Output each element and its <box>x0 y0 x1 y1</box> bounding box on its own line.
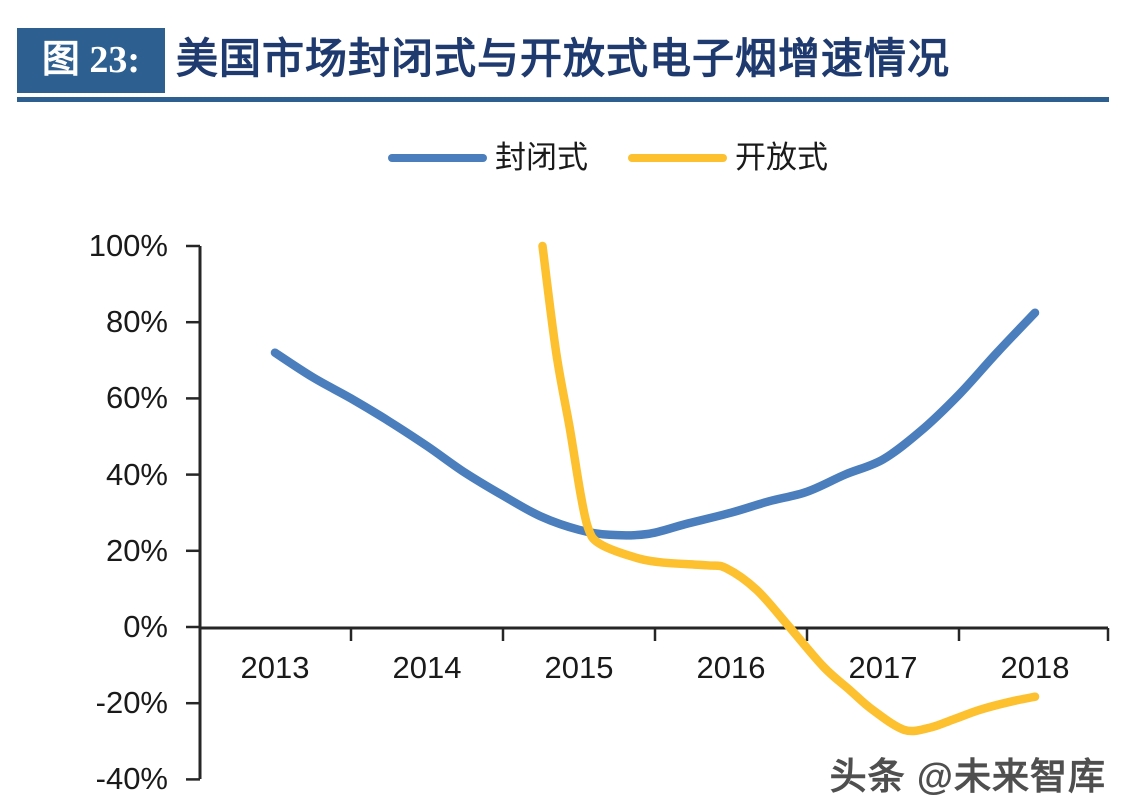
x-tick-label: 2015 <box>544 650 614 685</box>
figure-number-badge: 图 23: <box>17 28 165 93</box>
series-line-open <box>538 241 1040 736</box>
figure-title: 美国市场封闭式与开放式电子烟增速情况 <box>176 37 951 83</box>
y-tick-label: 100% <box>88 228 168 263</box>
y-tick-label: -20% <box>95 685 168 720</box>
y-tick-label: 40% <box>105 457 168 492</box>
y-tick-label: 80% <box>105 304 168 339</box>
series-line-closed <box>270 308 1040 540</box>
header-underline <box>17 97 1109 102</box>
legend-swatch-closed <box>388 154 487 162</box>
x-tick-label: 2013 <box>240 650 310 685</box>
y-tick-label: 60% <box>105 380 168 415</box>
legend-label-closed: 封闭式 <box>495 140 588 175</box>
x-tick-label: 2017 <box>848 650 918 685</box>
y-tick-label: 0% <box>123 609 168 644</box>
watermark: 头条 @未来智库 <box>829 756 1106 797</box>
x-tick-label: 2014 <box>392 650 462 685</box>
x-tick-label: 2018 <box>1000 650 1070 685</box>
legend-swatch-open <box>628 154 727 162</box>
legend-label-open: 开放式 <box>735 140 828 175</box>
x-tick-label: 2016 <box>696 650 766 685</box>
y-tick-label: -40% <box>95 761 168 796</box>
y-tick-label: 20% <box>105 533 168 568</box>
